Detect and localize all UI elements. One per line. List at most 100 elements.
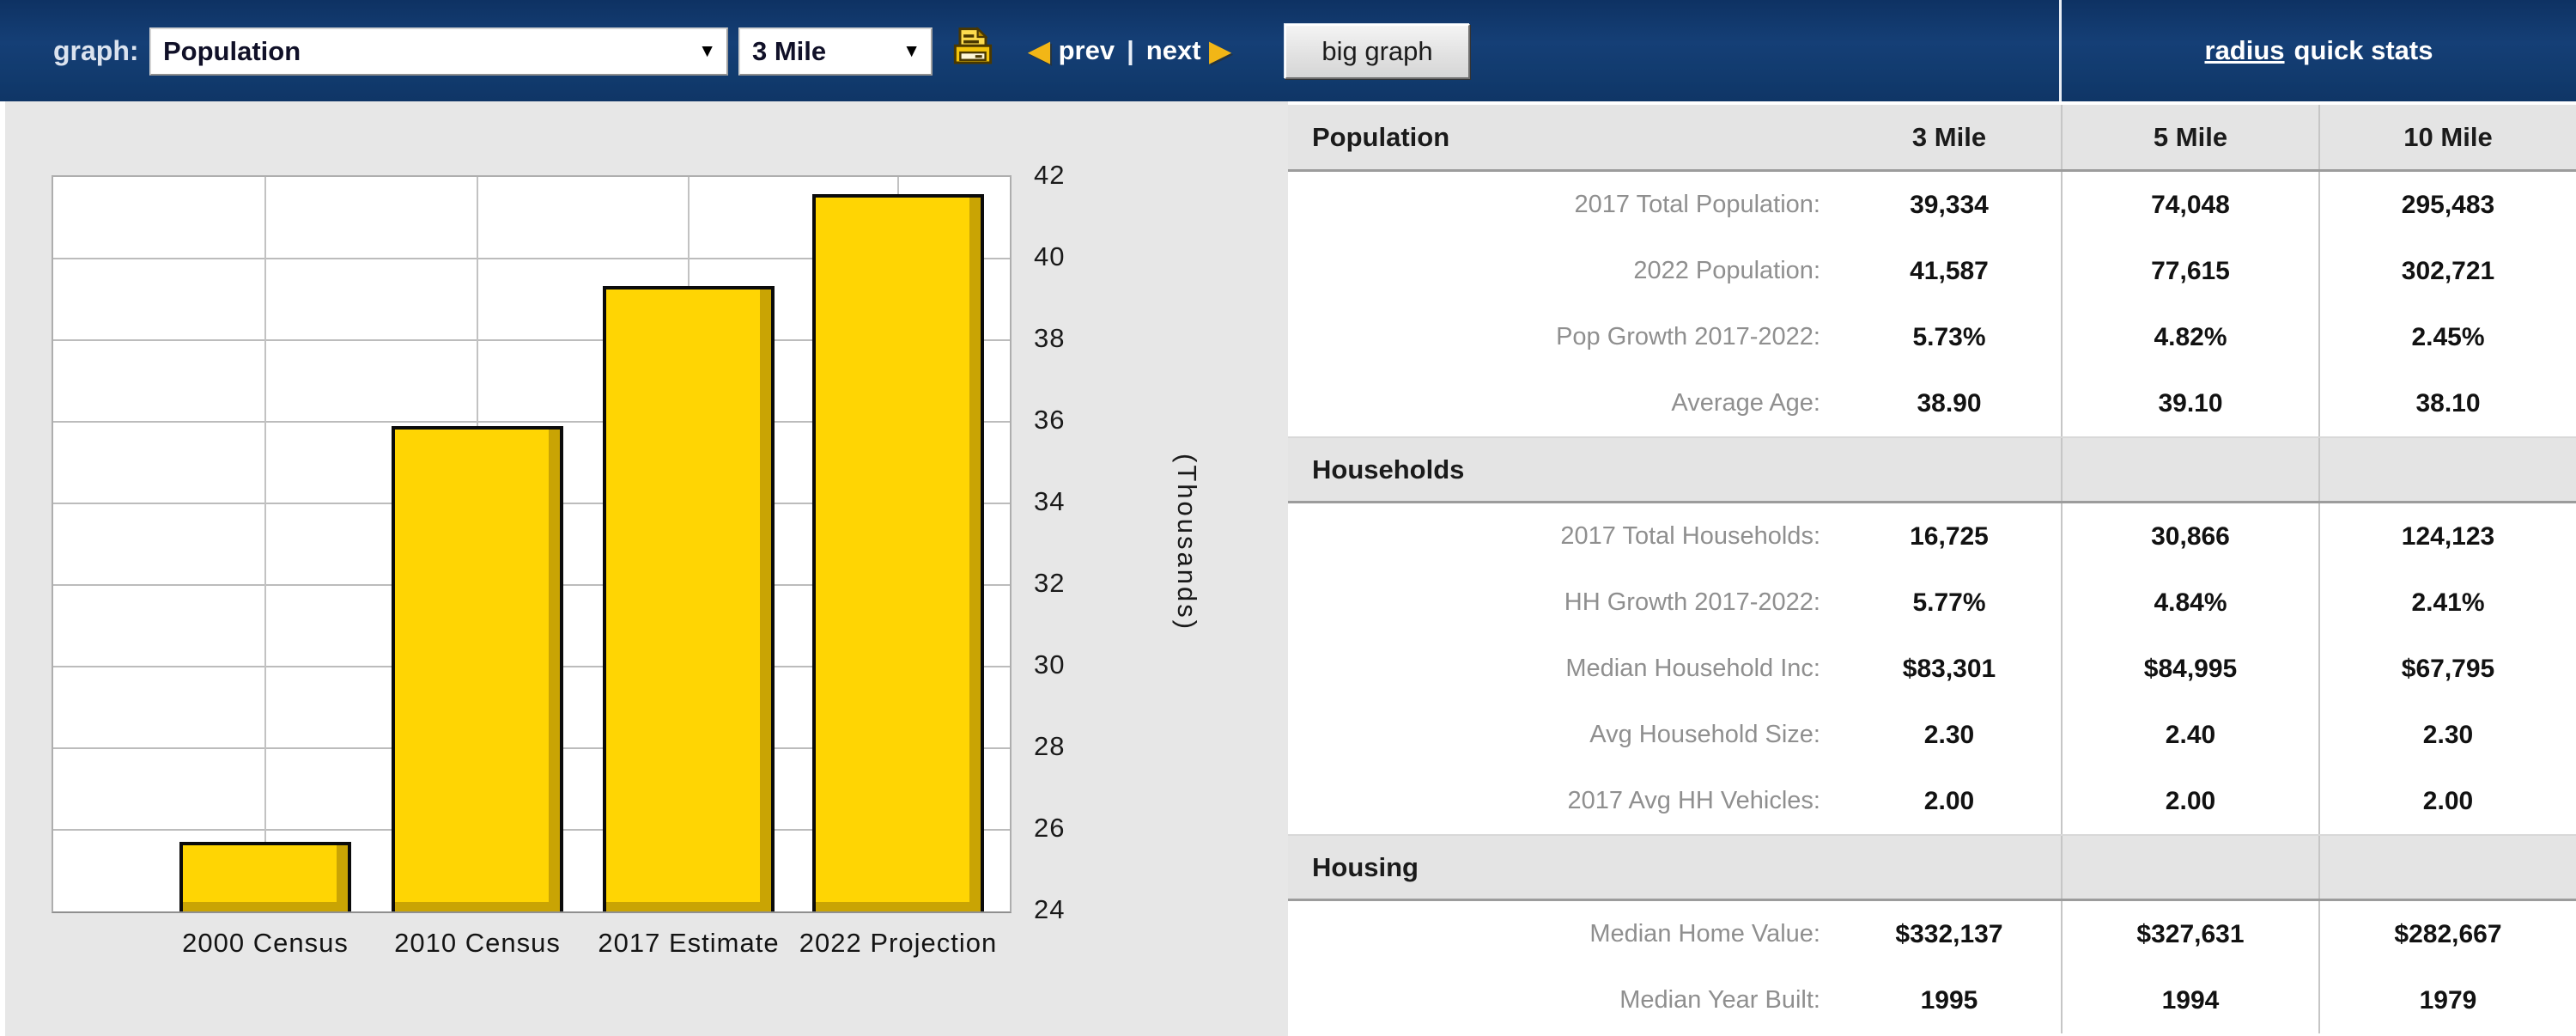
column-header <box>2318 438 2576 501</box>
cell-value: 1994 <box>2061 967 2318 1033</box>
pager-separator: | <box>1127 35 1134 65</box>
cell-value: 2.45% <box>2318 304 2576 370</box>
print-button[interactable] <box>946 24 999 77</box>
table-row: 2017 Total Population: 39,334 74,048 295,48… <box>1288 172 2576 238</box>
next-arrow-icon[interactable]: ▶ <box>1209 35 1231 66</box>
plot-area <box>52 175 1012 913</box>
y-tick-label: 30 <box>1034 649 1066 679</box>
radius-select[interactable]: 3 Mile ▼ <box>738 27 933 76</box>
row-label: 2017 Total Households: <box>1560 522 1820 550</box>
cell-value: 124,123 <box>2318 503 2576 570</box>
x-category-label: 2000 Census <box>182 928 349 958</box>
y-tick-label: 34 <box>1034 486 1066 516</box>
x-category-label: 2022 Projection <box>799 928 998 958</box>
row-label: Median Household Inc: <box>1565 655 1820 682</box>
cell-value: 41,587 <box>1910 256 1989 285</box>
column-header: 10 Mile <box>2318 105 2576 169</box>
row-label: 2017 Total Population: <box>1574 191 1820 218</box>
cell-value: 1979 <box>2318 967 2576 1033</box>
row-label: 2017 Avg HH Vehicles: <box>1567 787 1821 814</box>
cell-value: 2.40 <box>2061 702 2318 768</box>
cell-value: 39.10 <box>2061 370 2318 436</box>
y-tick-label: 40 <box>1034 241 1066 271</box>
population-chart-panel: (Thousands) 42 40 38 36 34 32 30 28 26 24 2000 Cen… <box>0 101 1288 1036</box>
cell-value: $67,795 <box>2318 636 2576 702</box>
column-header <box>2061 836 2318 899</box>
x-category-label: 2010 Census <box>394 928 561 958</box>
column-header <box>2061 438 2318 501</box>
y-axis-title-wrap: (Thousands) <box>1166 175 1207 910</box>
cell-value: 2.30 <box>2318 702 2576 768</box>
next-link[interactable]: next <box>1145 35 1201 65</box>
h-gridline <box>53 258 1010 259</box>
row-label: HH Growth 2017-2022: <box>1564 588 1820 616</box>
quick-stats-title: radius quick stats <box>2062 0 2576 101</box>
section-title: Population <box>1312 121 1450 152</box>
cell-value: 2.00 <box>1923 786 1975 815</box>
table-row: 2017 Avg HH Vehicles: 2.00 2.00 2.00 <box>1288 768 2576 834</box>
prev-link[interactable]: prev <box>1058 35 1115 65</box>
cell-value: 295,483 <box>2318 172 2576 238</box>
y-tick-label: 42 <box>1034 160 1066 190</box>
table-row: Avg Household Size: 2.30 2.40 2.30 <box>1288 702 2576 768</box>
cell-value: 74,048 <box>2061 172 2318 238</box>
row-label: 2022 Population: <box>1633 257 1820 284</box>
quick-stats-table: Population 3 Mile 5 Mile 10 Mile 2017 Total … <box>1288 101 2576 1036</box>
graph-type-select-value: Population <box>163 36 301 66</box>
cell-value: 302,721 <box>2318 238 2576 304</box>
bar-2017-estimate <box>603 286 775 911</box>
table-row: 2017 Total Households: 16,725 30,866 124,12… <box>1288 503 2576 570</box>
table-row: Pop Growth 2017-2022: 5.73% 4.82% 2.45% <box>1288 304 2576 370</box>
row-label: Median Home Value: <box>1589 920 1820 948</box>
row-label: Average Age: <box>1671 389 1820 417</box>
column-header: 5 Mile <box>2061 105 2318 169</box>
y-tick-label: 38 <box>1034 323 1066 353</box>
toolbar-divider <box>2059 0 2062 101</box>
section-title: Households <box>1312 454 1465 484</box>
graph-pager: ◀ prev | next ▶ <box>1029 0 1230 101</box>
table-row: Median Year Built: 1995 1994 1979 <box>1288 967 2576 1033</box>
radius-link[interactable]: radius <box>2204 35 2285 65</box>
cell-value: 2.00 <box>2318 768 2576 834</box>
section-header-housing: Housing <box>1288 834 2576 901</box>
bar-2022-projection <box>812 194 984 911</box>
h-gridline <box>53 339 1010 341</box>
y-tick-label: 32 <box>1034 568 1066 598</box>
radius-select-value: 3 Mile <box>752 36 827 66</box>
big-graph-button[interactable]: big graph <box>1285 24 1470 79</box>
cell-value: 2.41% <box>2318 570 2576 636</box>
cell-value: 77,615 <box>2061 238 2318 304</box>
graph-type-select[interactable]: Population ▼ <box>149 27 728 76</box>
cell-value: 2.30 <box>1923 720 1975 749</box>
h-gridline <box>53 421 1010 423</box>
table-row: Average Age: 38.90 39.10 38.10 <box>1288 370 2576 436</box>
table-row: Median Household Inc: $83,301 $84,995 $67,7… <box>1288 636 2576 702</box>
row-label: Avg Household Size: <box>1589 721 1820 748</box>
bar-2010-census <box>392 426 563 911</box>
cell-value: 5.77% <box>1912 588 1986 617</box>
cell-value: 4.84% <box>2061 570 2318 636</box>
cell-value: 16,725 <box>1910 521 1989 551</box>
printer-icon <box>947 23 999 79</box>
cell-value: 4.82% <box>2061 304 2318 370</box>
quick-stats-text: quick stats <box>2293 35 2433 65</box>
prev-arrow-icon[interactable]: ◀ <box>1029 35 1050 66</box>
row-label: Median Year Built: <box>1619 986 1820 1014</box>
cell-value: 30,866 <box>2061 503 2318 570</box>
table-row: HH Growth 2017-2022: 5.77% 4.84% 2.41% <box>1288 570 2576 636</box>
section-header-population: Population 3 Mile 5 Mile 10 Mile <box>1288 105 2576 172</box>
section-header-households: Households <box>1288 436 2576 503</box>
y-axis-title: (Thousands) <box>1172 453 1202 632</box>
toolbar: graph: Population ▼ 3 Mile ▼ <box>0 0 2576 101</box>
y-tick-label: 26 <box>1034 813 1066 843</box>
bar-2000-census <box>179 842 351 911</box>
cell-value: 2.00 <box>2061 768 2318 834</box>
y-tick-label: 28 <box>1034 731 1066 761</box>
cell-value: $83,301 <box>1902 654 1996 683</box>
column-header <box>2318 836 2576 899</box>
x-category-label: 2017 Estimate <box>598 928 780 958</box>
row-label: Pop Growth 2017-2022: <box>1556 323 1820 350</box>
v-gridline <box>264 177 266 911</box>
table-row: 2022 Population: 41,587 77,615 302,721 <box>1288 238 2576 304</box>
